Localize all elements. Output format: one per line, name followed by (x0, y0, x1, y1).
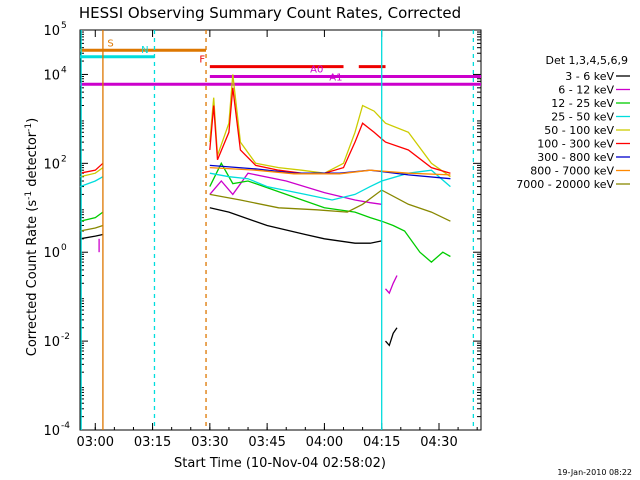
footer-timestamp: 19-Jan-2010 08:22 (557, 468, 632, 477)
x-tick-label: 04:30 (420, 435, 457, 450)
series-line (79, 233, 104, 240)
series-line (385, 275, 398, 295)
y-tick-label: 10 (43, 68, 60, 83)
legend-label: 12 - 25 keV (551, 97, 614, 110)
series-line (209, 161, 451, 263)
series-line (209, 74, 451, 178)
x-axis-label: Start Time (10-Nov-04 02:58:02) (174, 456, 386, 471)
ylabel-sup2: -1 (24, 123, 34, 132)
count-rate-series (79, 74, 451, 347)
series-line (79, 167, 104, 178)
y-axis-label: Corrected Count Rate (s-1 detector-1) (24, 118, 40, 356)
series-line (209, 207, 382, 244)
y-tick-exponent: 2 (61, 154, 67, 164)
y-tick-exponent: 4 (61, 65, 67, 75)
ylabel-main: Corrected Count Rate (s (25, 200, 40, 357)
x-tick-label: 04:15 (363, 435, 400, 450)
legend-label: 25 - 50 keV (551, 111, 614, 124)
x-tick-label: 03:15 (134, 435, 171, 450)
observing-bar-label: S (107, 38, 113, 49)
legend-label: 100 - 300 keV (537, 138, 614, 151)
legend-label: 800 - 7000 keV (530, 165, 614, 178)
legend-label: 7000 - 20000 keV (516, 178, 614, 191)
x-tick-label: 04:00 (306, 435, 343, 450)
legend-header: Det 1,3,4,5,6,9 (545, 54, 628, 67)
y-tick-label: 10 (43, 246, 60, 261)
ylabel-mid: detector (25, 131, 40, 191)
legend-label: 300 - 800 keV (537, 151, 614, 164)
ylabel-sup1: -1 (24, 191, 34, 200)
chart-title: HESSI Observing Summary Count Rates, Cor… (79, 4, 461, 22)
series-line (79, 224, 104, 232)
series-line (209, 189, 451, 222)
y-tick-label: 10 (43, 24, 60, 39)
y-tick-exponent: -2 (61, 332, 70, 342)
legend-label: 3 - 6 keV (565, 70, 614, 83)
observing-bars: S N F A0 A1 (80, 38, 481, 86)
observing-bar-label: F (199, 55, 205, 66)
x-tick-label: 03:30 (191, 435, 228, 450)
y-tick-exponent: 0 (61, 243, 67, 253)
observing-bar-label: A1 (329, 72, 342, 83)
series-line (385, 327, 398, 347)
series-line (209, 87, 451, 174)
vertical-markers (80, 30, 475, 430)
ylabel-end: ) (25, 118, 40, 123)
plot-frame (79, 29, 482, 431)
y-tick-exponent: 5 (61, 21, 67, 31)
x-tick-label: 03:00 (77, 435, 114, 450)
series-line (79, 162, 104, 174)
y-tick-label: 10 (43, 335, 60, 350)
observing-bar-label: N (141, 45, 148, 56)
x-axis-ticks: 03:00 03:15 03:30 03:45 04:00 04:15 04:30 (77, 30, 478, 450)
legend-label: 6 - 12 keV (558, 84, 614, 97)
series-line (209, 166, 451, 176)
y-tick-exponent: -4 (61, 421, 70, 431)
x-tick-label: 03:45 (248, 435, 285, 450)
series-line (79, 176, 104, 188)
y-tick-label: 10 (43, 424, 60, 439)
series-line (209, 169, 451, 201)
observing-bar-label: A0 (310, 64, 323, 75)
legend-label: 50 - 100 keV (544, 124, 614, 137)
series-line (79, 211, 104, 222)
y-tick-label: 10 (43, 157, 60, 172)
